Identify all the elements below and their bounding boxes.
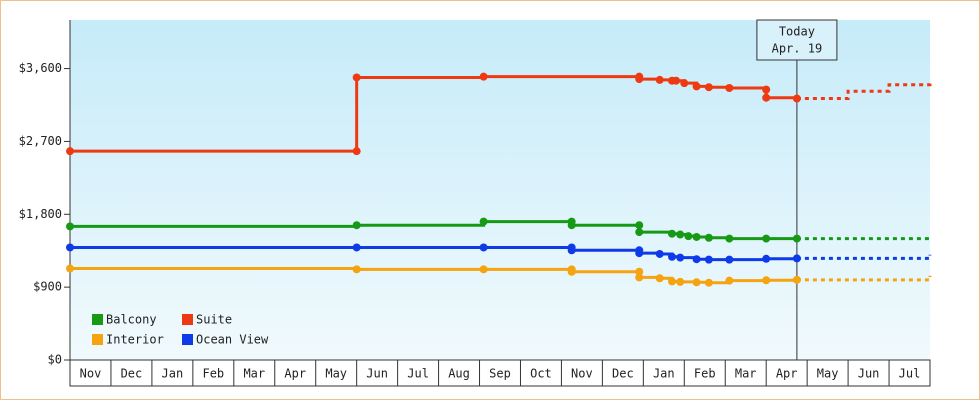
x-tick-label: Jan <box>162 367 184 381</box>
point <box>352 73 361 82</box>
x-axis-band <box>69 359 931 387</box>
point <box>692 232 701 241</box>
point <box>725 255 734 264</box>
point <box>655 249 664 258</box>
point <box>479 265 488 274</box>
series-line <box>70 267 799 285</box>
today-label: Today <box>779 25 815 39</box>
point <box>567 267 576 276</box>
point <box>668 252 676 261</box>
point <box>66 264 74 273</box>
point <box>792 254 801 263</box>
today-box <box>756 19 838 61</box>
y-tick-label: $0 <box>48 353 62 367</box>
point <box>676 277 685 286</box>
point <box>692 255 701 264</box>
x-tick-label: May <box>325 367 347 381</box>
point <box>762 254 771 263</box>
plot-area <box>70 20 930 360</box>
point <box>692 82 701 91</box>
x-tick-label: Sep <box>489 367 511 381</box>
point <box>635 249 644 258</box>
point <box>762 85 771 94</box>
point <box>725 234 734 243</box>
point <box>725 84 734 92</box>
point <box>668 229 676 238</box>
x-tick-label: Aug <box>448 367 470 381</box>
point <box>352 265 361 274</box>
point <box>792 275 801 284</box>
legend-swatch <box>182 314 193 325</box>
point <box>66 147 74 156</box>
point <box>668 277 676 286</box>
x-tick-label: Apr <box>284 367 306 381</box>
point <box>635 221 644 230</box>
legend-label: Balcony <box>106 313 157 327</box>
x-tick-label: Jan <box>653 367 675 381</box>
x-tick-label: Nov <box>571 367 593 381</box>
legend-swatch <box>92 334 103 345</box>
point <box>762 93 771 102</box>
point <box>655 274 664 283</box>
x-tick-label: Feb <box>694 367 716 381</box>
x-tick-label: Jun <box>366 367 388 381</box>
x-tick-label: Mar <box>735 367 757 381</box>
point <box>792 94 801 103</box>
point <box>352 243 361 252</box>
y-tick-label: $1,800 <box>19 207 62 221</box>
point <box>676 253 685 262</box>
point <box>704 278 713 287</box>
point <box>680 79 689 88</box>
point <box>352 147 361 156</box>
point <box>672 76 681 85</box>
point <box>567 246 576 255</box>
legend-label: Suite <box>196 313 232 327</box>
point <box>479 72 488 81</box>
x-tick-label: Mar <box>243 367 265 381</box>
point <box>704 83 713 92</box>
legend-swatch <box>182 334 193 345</box>
x-tick-label: Jul <box>899 367 921 381</box>
point <box>704 233 713 242</box>
point <box>704 255 713 264</box>
point <box>676 230 685 239</box>
point <box>479 217 488 226</box>
point <box>635 267 644 276</box>
point <box>635 228 644 237</box>
point <box>762 234 771 243</box>
point <box>66 222 74 231</box>
point <box>762 276 771 285</box>
x-tick-label: Oct <box>530 367 552 381</box>
point <box>66 243 74 252</box>
point <box>655 75 664 84</box>
y-tick-label: $2,700 <box>19 134 62 148</box>
today-date: Apr. 19 <box>772 42 823 56</box>
point <box>684 232 693 241</box>
point <box>635 75 644 84</box>
legend-label: Interior <box>106 333 164 347</box>
point <box>792 234 801 243</box>
point <box>692 278 701 287</box>
x-tick-label: May <box>817 367 839 381</box>
x-tick-label: Dec <box>121 367 143 381</box>
point <box>635 273 644 282</box>
point <box>725 276 734 285</box>
x-tick-label: Nov <box>80 367 102 381</box>
y-tick-label: $3,600 <box>19 61 62 75</box>
x-tick-label: Feb <box>202 367 224 381</box>
projection-line <box>796 79 932 101</box>
x-tick-label: Jul <box>407 367 429 381</box>
x-tick-label: Jun <box>858 367 880 381</box>
x-tick-label: Apr <box>776 367 798 381</box>
point <box>567 221 576 230</box>
x-tick-label: Dec <box>612 367 634 381</box>
y-tick-label: $900 <box>33 280 62 294</box>
legend-label: Ocean View <box>196 333 269 347</box>
point <box>352 221 361 230</box>
legend-swatch <box>92 314 103 325</box>
point <box>479 243 488 252</box>
